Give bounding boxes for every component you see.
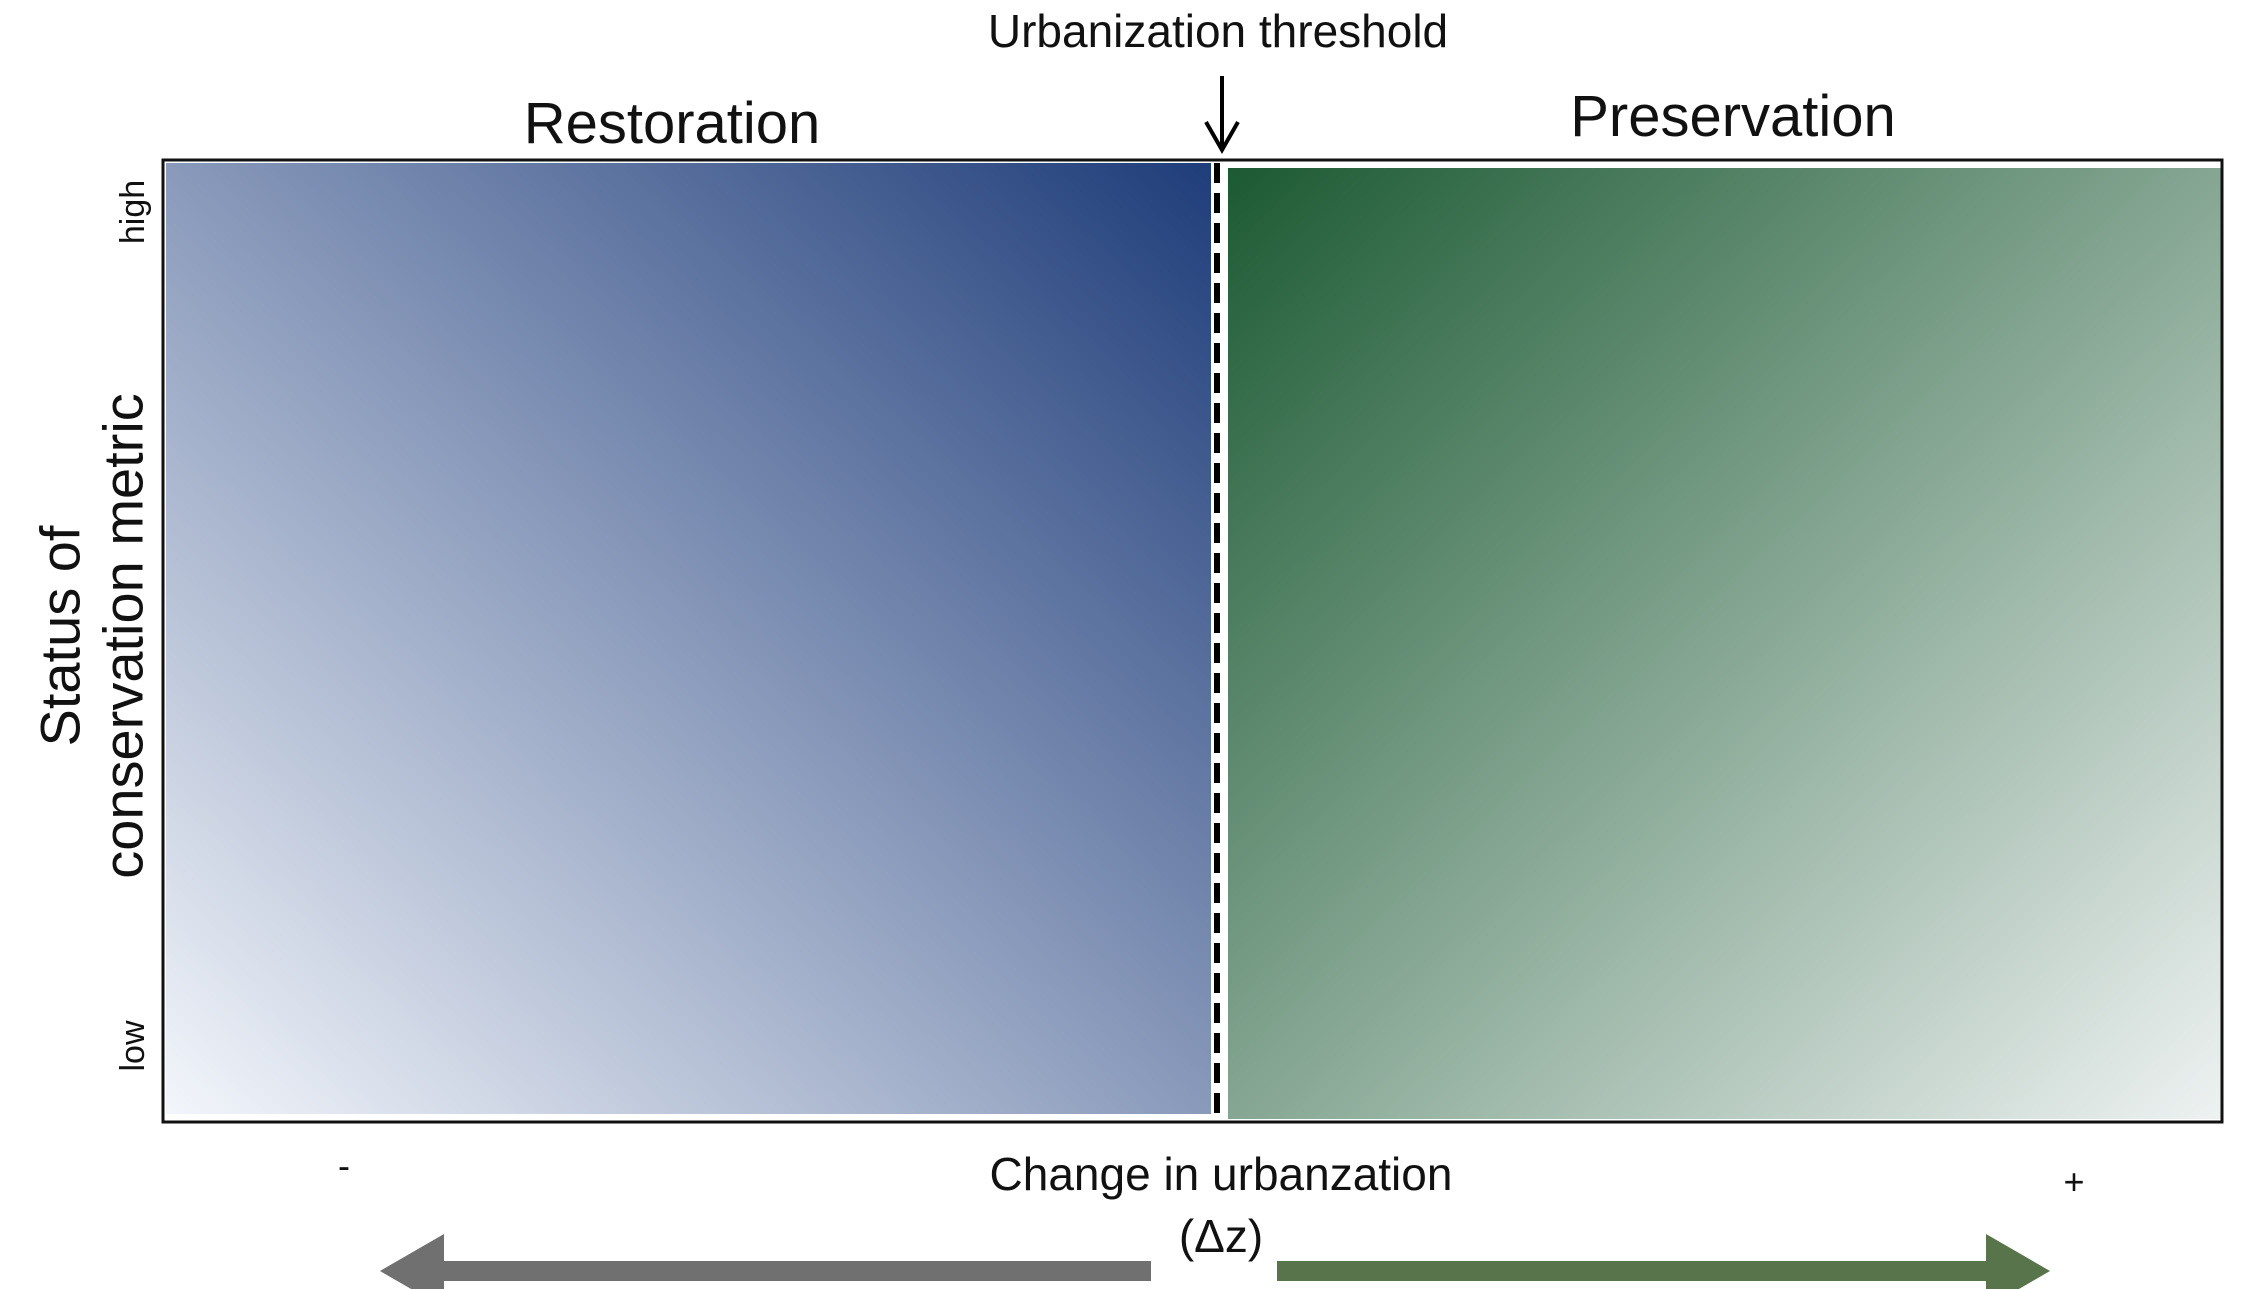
y-axis-title: Status of conservation metric bbox=[28, 393, 154, 879]
preservation-title: Preservation bbox=[1570, 84, 1896, 149]
urbanization-threshold-label: Urbanization threshold bbox=[987, 5, 1449, 57]
y-tick-high: high bbox=[114, 179, 152, 245]
preservation-region bbox=[1228, 168, 2221, 1119]
restoration-title: Restoration bbox=[523, 91, 821, 156]
y-axis-title-line1: Status of bbox=[28, 525, 92, 747]
x-axis-title-line1: Change in urbanzation bbox=[989, 1148, 1453, 1200]
threshold-down-arrow-icon bbox=[1204, 76, 1240, 155]
x-axis-title-line2: (Δz) bbox=[1178, 1210, 1264, 1263]
x-tick-minus: - bbox=[338, 1145, 350, 1186]
y-axis-title-line2: conservation metric bbox=[91, 393, 154, 879]
plot-frame bbox=[161, 158, 2224, 1124]
x-tick-plus: + bbox=[2063, 1161, 2085, 1202]
increase-right-arrow-icon bbox=[1277, 1234, 2050, 1289]
decrease-left-arrow-icon bbox=[380, 1234, 1151, 1289]
x-axis-title: Change in urbanzation (Δz) bbox=[990, 1143, 1453, 1267]
restoration-region bbox=[166, 163, 1211, 1114]
y-tick-low: low bbox=[114, 1020, 152, 1072]
